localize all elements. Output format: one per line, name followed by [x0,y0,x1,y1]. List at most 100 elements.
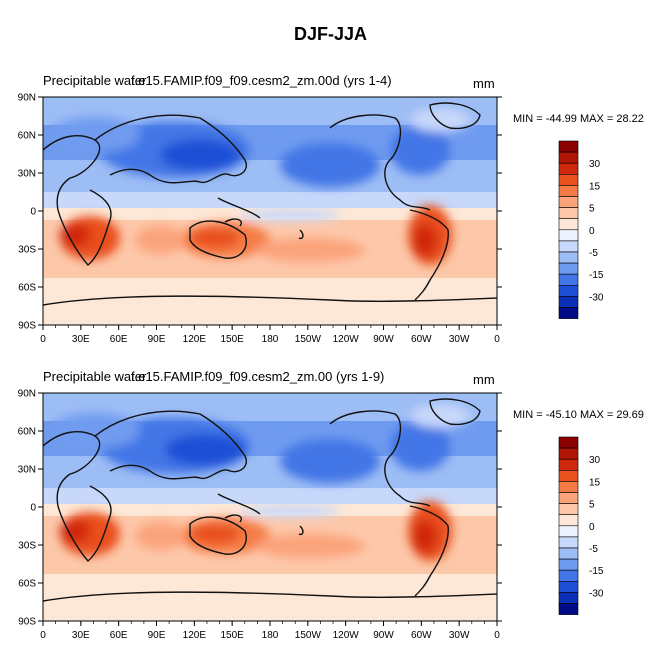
colorbar-label: 0 [589,522,595,533]
x-tick-label: 120W [333,334,360,345]
colorbar-swatch [558,558,579,571]
colorbar-swatch [558,218,579,231]
y-tick-label: 60S [18,579,36,590]
panel-1-max: MAX = 28.22 [579,113,644,125]
colorbar-swatch [558,196,579,208]
y-tick-label: 30N [18,169,36,180]
x-tick-label: 0 [494,630,500,641]
map-panel-1: 0 30E 60E 90E 120E 150E 180 150W 120W 90W 60W 30W 09… [18,93,604,346]
map-panel-2: 0 30E 60E 90E 120E 150E 180 150W 120W 90W 60W 30W 09… [18,389,604,642]
y-tick-label: 90S [18,321,36,332]
colorbar-swatch [558,307,579,319]
panel-2-minmax: MIN = -45.10 MAX = 29.69 [513,409,644,421]
y-tick-label: 30N [18,465,36,476]
panel-1-title-wrap: Precipitable water [43,73,146,88]
colorbar-label: -5 [589,248,598,259]
colorbar-label: 30 [589,455,601,466]
x-tick-label: 90W [373,334,394,345]
x-tick-label: 150E [220,334,244,345]
colorbar-swatch [558,503,579,516]
y-tick-label: 90S [18,617,36,628]
x-tick-label: 0 [40,630,46,641]
colorbar-label: -15 [589,566,604,577]
colorbar-2: 30 15 5 0 -5 -15 -30 [558,436,604,615]
colorbar-label: -30 [589,588,604,599]
axis-ticks-1: 0 30E 60E 90E 120E 150E 180 150W 120W 90W 60W 30W 09… [18,93,502,345]
x-tick-label: 180 [262,334,279,345]
x-tick-label: 0 [494,334,500,345]
panel-1-subtitle: f.e15.FAMIP.f09_f09.cesm2_zm.00d (yrs 1-… [131,73,392,88]
colorbar-swatch [558,492,579,504]
colorbar-swatch [558,447,579,460]
colorbar-label: 5 [589,204,595,215]
x-tick-label: 150W [295,334,322,345]
x-tick-label: 150W [295,630,322,641]
x-tick-label: 90W [373,630,394,641]
y-tick-label: 60S [18,283,36,294]
colorbar-swatch [558,262,579,275]
x-tick-label: 120E [183,630,207,641]
colorbar-swatch [558,436,579,449]
axis-ticks-2: 0 30E 60E 90E 120E 150E 180 150W 120W 90W 60W 30W 09… [18,389,502,641]
panel-1-title: Precipitable water [43,73,147,88]
y-tick-label: 0 [30,207,36,218]
panel-1-min: MIN = -44.99 [513,113,577,125]
figure-title: DJF-JJA [293,24,368,44]
panel-2-subtitle-wrap: f.e15.FAMIP.f09_f09.cesm2_zm.00 (yrs 1-9… [131,369,384,384]
colorbar-swatch [558,458,579,471]
x-tick-label: 30E [72,334,90,345]
x-tick-label: 150E [220,630,244,641]
x-tick-label: 60W [411,334,432,345]
x-tick-label: 60E [110,630,128,641]
y-tick-label: 90N [18,93,36,104]
x-tick-label: 30W [449,630,470,641]
colorbar-label: 0 [589,226,595,237]
y-tick-label: 60N [18,427,36,438]
colorbar-label: 5 [589,500,595,511]
colorbar-swatch [558,240,579,253]
colorbar-swatch [558,185,579,197]
colorbar-swatch [558,569,579,582]
coastlines-1 [43,102,497,306]
colorbar-swatch [558,547,579,560]
panel-2-max: MAX = 29.69 [579,409,644,421]
anomaly-field-1 [43,97,497,325]
colorbar-swatch [558,469,579,482]
colorbar-swatch [558,603,579,615]
y-tick-label: 30S [18,245,36,256]
colorbar-swatch [558,151,579,164]
colorbar-label: 30 [589,159,601,170]
x-tick-label: 120W [333,630,360,641]
coastlines-2 [43,398,497,602]
colorbar-label: 15 [589,477,601,488]
y-tick-label: 0 [30,503,36,514]
colorbar-swatch [558,536,579,549]
x-tick-label: 180 [262,630,279,641]
colorbar-swatch [558,284,579,297]
colorbar-swatch [558,229,579,242]
panel-2-min: MIN = -45.10 [513,409,577,421]
x-tick-label: 30W [449,334,470,345]
colorbar-swatch [558,162,579,175]
colorbar-swatch [558,592,579,604]
y-tick-label: 30S [18,541,36,552]
panel-2-units: mm [473,372,495,387]
panel-2-subtitle: f.e15.FAMIP.f09_f09.cesm2_zm.00 (yrs 1-9… [131,369,385,384]
x-tick-label: 90E [148,334,166,345]
colorbar-label: -15 [589,270,604,281]
x-tick-label: 0 [40,334,46,345]
colorbar-swatch [558,296,579,308]
colorbar-swatch [558,251,579,264]
panel-2-title-wrap: Precipitable water [43,369,146,384]
colorbar-label: 15 [589,181,601,192]
colorbar-swatch [558,140,579,153]
y-tick-label: 60N [18,131,36,142]
y-tick-label: 90N [18,389,36,400]
colorbar-swatch [558,481,579,493]
colorbar-swatch [558,514,579,527]
x-tick-label: 120E [183,334,207,345]
colorbar-swatch [558,580,579,593]
colorbar-swatch [558,174,579,186]
panel-1-units: mm [473,76,495,91]
